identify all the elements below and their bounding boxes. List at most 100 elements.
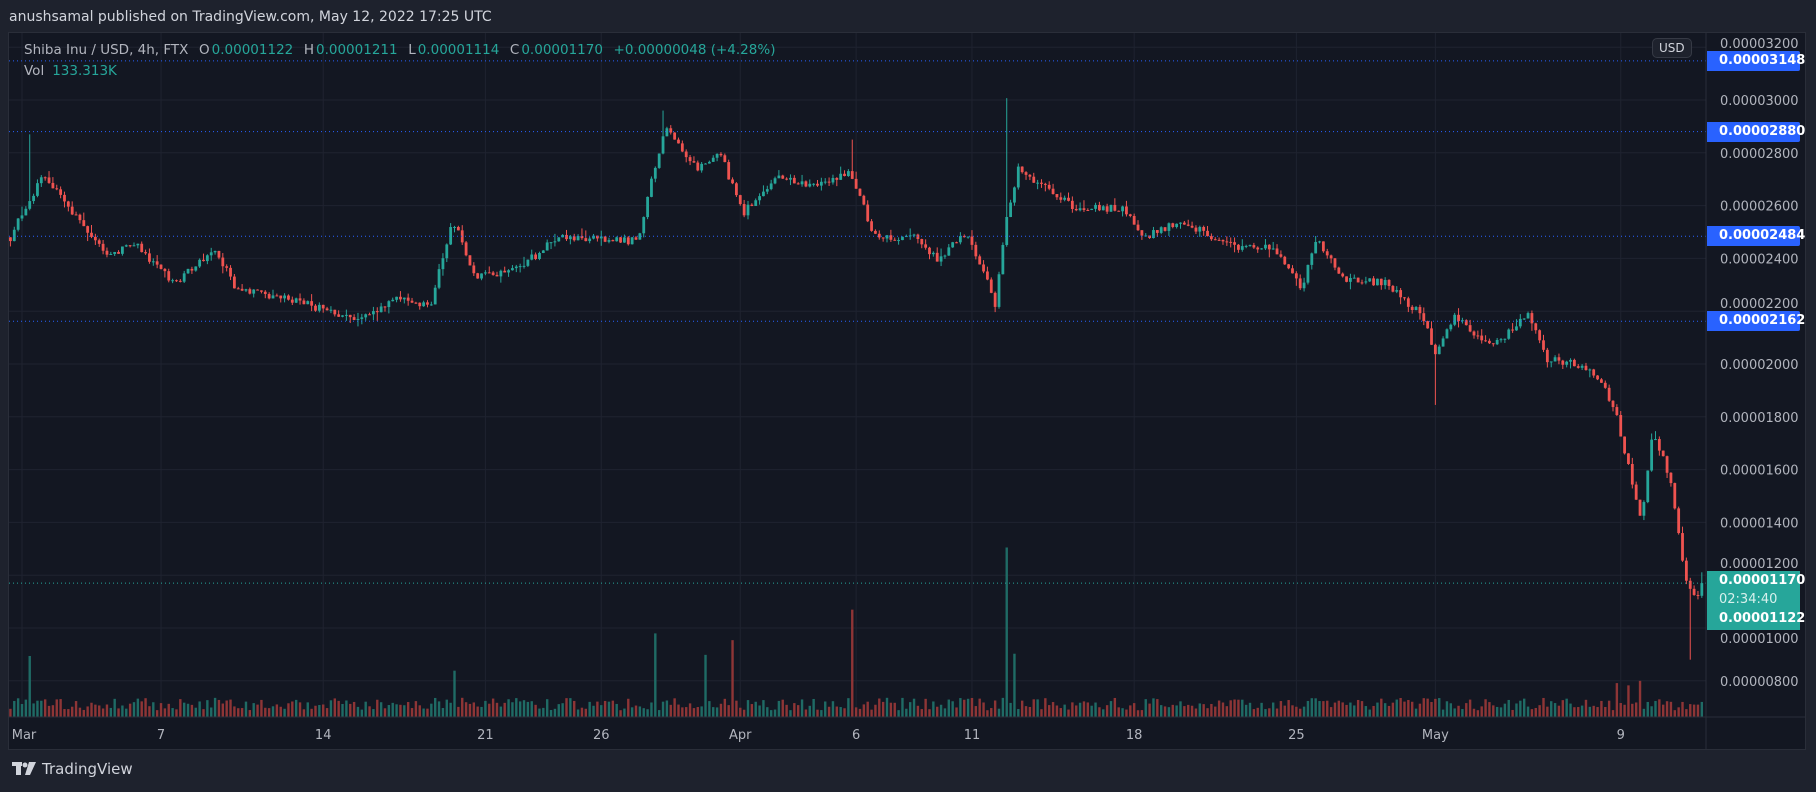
candle-body	[1202, 226, 1206, 231]
candle-body	[1206, 230, 1209, 237]
candle-body	[623, 237, 626, 243]
volume-bar	[1318, 701, 1321, 717]
volume-bar	[105, 704, 109, 717]
candle-body	[1325, 251, 1329, 256]
candle-body	[1372, 278, 1375, 286]
volume-bar	[1024, 706, 1028, 717]
volume-bar	[464, 702, 468, 717]
price-line-label[interactable]: 0.00002484	[1707, 226, 1805, 247]
candle-body	[928, 247, 931, 255]
candle-body	[225, 266, 229, 268]
currency-button[interactable]: USD	[1652, 38, 1692, 58]
candle-body	[1464, 320, 1468, 326]
volume-bar	[569, 698, 572, 717]
volume-bar	[356, 706, 360, 717]
volume-bar	[1631, 703, 1634, 717]
candle-body	[1692, 588, 1696, 595]
volume-bar	[1210, 703, 1213, 717]
candle-body	[1229, 241, 1233, 243]
volume-bar	[294, 699, 298, 717]
candle-body	[951, 242, 955, 248]
volume-bar	[1577, 707, 1580, 717]
volume-bar	[518, 701, 522, 717]
volume-bar	[901, 697, 904, 717]
candle-body	[634, 237, 638, 240]
volume-bar	[1573, 707, 1576, 717]
candle-body	[507, 270, 510, 273]
candle-body	[1673, 483, 1677, 509]
candle-body	[229, 267, 232, 277]
candle-body	[1028, 174, 1032, 177]
open-label: O	[199, 42, 210, 58]
price-line-label[interactable]: 0.00003148	[1707, 50, 1805, 71]
volume-bar	[202, 709, 205, 717]
volume-bar	[727, 705, 730, 717]
price-line-label[interactable]: 0.00002880	[1707, 121, 1805, 142]
volume-bar	[681, 707, 684, 717]
volume-bar	[1221, 702, 1225, 717]
symbol-title[interactable]: Shiba Inu / USD, 4h, FTX	[24, 42, 189, 58]
volume-bar	[144, 698, 147, 717]
candle-body	[1696, 594, 1700, 596]
candle-body	[874, 230, 877, 234]
candle-body	[526, 259, 530, 266]
volume-bar	[1075, 705, 1078, 717]
candle-body	[808, 183, 812, 187]
volume-bar	[1607, 700, 1611, 717]
x-tick-label: May	[1422, 728, 1449, 743]
volume-bar	[1623, 704, 1626, 717]
volume-bar	[1403, 701, 1406, 717]
candle-body	[43, 177, 47, 179]
candle-body	[978, 256, 982, 265]
volume-bar	[383, 708, 387, 717]
candle-body	[870, 221, 873, 231]
candle-body	[186, 268, 190, 274]
price-line-label[interactable]: 0.00002162	[1707, 311, 1805, 332]
volume-bar	[1082, 701, 1086, 717]
volume-bar	[912, 698, 916, 717]
candle-body	[1576, 366, 1580, 368]
volume-bar	[708, 701, 711, 717]
volume-bar	[437, 701, 441, 717]
candle-body	[74, 214, 78, 216]
candle-body	[997, 274, 1001, 307]
volume-bar	[1248, 702, 1252, 717]
volume-bar	[1627, 685, 1630, 717]
volume-bar	[1650, 706, 1653, 717]
volume-bar	[1495, 706, 1499, 717]
candle-body	[279, 295, 283, 299]
volume-bar	[1001, 697, 1005, 717]
candle-body	[1198, 226, 1202, 232]
candle-body	[789, 177, 792, 180]
candle-body	[993, 292, 997, 307]
candle-body	[1240, 246, 1244, 250]
volume-bar	[1542, 697, 1545, 717]
candle-body	[1623, 436, 1626, 454]
volume-bar	[1372, 705, 1375, 717]
volume-bar	[1538, 705, 1541, 717]
volume-bar	[769, 710, 773, 717]
candle-body	[321, 304, 325, 309]
high-value: 0.00001211	[316, 42, 398, 58]
volume-bar	[206, 700, 209, 717]
candle-body	[1190, 225, 1194, 228]
volume-bar	[688, 703, 692, 717]
volume-bar	[410, 708, 414, 717]
candle-body	[819, 181, 823, 186]
candle-body	[1059, 197, 1063, 200]
volume-bar	[1499, 707, 1503, 717]
close-label: C	[509, 42, 520, 58]
candle-body	[1522, 318, 1526, 320]
candle-body	[1186, 224, 1190, 226]
volume-bar	[584, 708, 588, 717]
volume-bar	[128, 703, 132, 717]
volume-bar	[715, 707, 719, 717]
candle-body	[545, 242, 549, 251]
volume-bar	[1013, 653, 1016, 717]
volume-bar	[198, 701, 201, 717]
candle-body	[51, 182, 55, 189]
candle-body	[765, 189, 769, 192]
volume-bar	[298, 702, 302, 717]
tradingview-logo[interactable]: TradingView	[12, 760, 133, 778]
